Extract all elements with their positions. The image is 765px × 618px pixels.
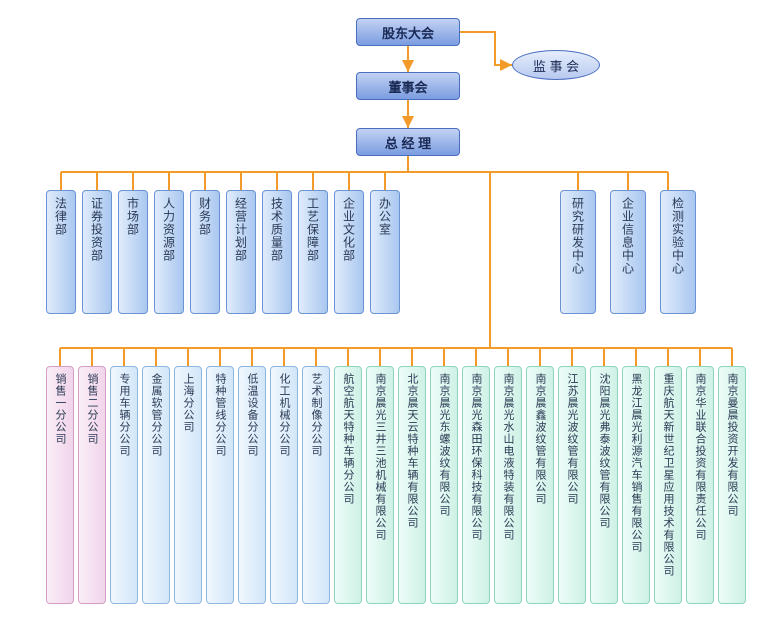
dept-box: 法律部	[46, 190, 76, 314]
dept-box: 企业文化部	[334, 190, 364, 314]
dept-box: 技术质量部	[262, 190, 292, 314]
subsidiary-box: 南京晨光东螺波纹有限公司	[430, 366, 458, 604]
subsidiary-box: 南京晨光水山电液特装有限公司	[494, 366, 522, 604]
subsidiary-box: 艺术制像分公司	[302, 366, 330, 604]
subsidiary-box: 南京晨光森田环保科技有限公司	[462, 366, 490, 604]
subsidiary-box: 金属软管分公司	[142, 366, 170, 604]
node-board: 董事会	[356, 72, 460, 100]
subsidiary-box: 沈阳晨光弗泰波纹管有限公司	[590, 366, 618, 604]
subsidiary-box: 低温设备分公司	[238, 366, 266, 604]
subsidiary-box: 北京晨天云特种车辆有限公司	[398, 366, 426, 604]
dept-box: 财务部	[190, 190, 220, 314]
center-box: 检测实验中心	[660, 190, 696, 314]
node-gm: 总 经 理	[356, 128, 460, 156]
subsidiary-box: 重庆航天新世纪卫星应用技术有限公司	[654, 366, 682, 604]
subsidiary-box: 江苏晨光波纹管有限公司	[558, 366, 586, 604]
subsidiary-box: 南京华业联合投资有限责任公司	[686, 366, 714, 604]
center-box: 研究研发中心	[560, 190, 596, 314]
subsidiary-box: 销售一分公司	[46, 366, 74, 604]
dept-box: 人力资源部	[154, 190, 184, 314]
subsidiary-box: 南京晨鑫波纹管有限公司	[526, 366, 554, 604]
center-box: 企业信息中心	[610, 190, 646, 314]
subsidiary-box: 上海分公司	[174, 366, 202, 604]
dept-box: 证券投资部	[82, 190, 112, 314]
dept-box: 经营计划部	[226, 190, 256, 314]
subsidiary-box: 黑龙江晨光利源汽车销售有限公司	[622, 366, 650, 604]
subsidiary-box: 特种管线分公司	[206, 366, 234, 604]
subsidiary-box: 南京晨光三井三池机械有限公司	[366, 366, 394, 604]
subsidiary-box: 航空航天特种车辆分公司	[334, 366, 362, 604]
dept-box: 办公室	[370, 190, 400, 314]
node-shareholders: 股东大会	[356, 18, 460, 46]
subsidiary-box: 南京曼晨投资开发有限公司	[718, 366, 746, 604]
subsidiary-box: 销售二分公司	[78, 366, 106, 604]
subsidiary-box: 化工机械分公司	[270, 366, 298, 604]
dept-box: 市场部	[118, 190, 148, 314]
dept-box: 工艺保障部	[298, 190, 328, 314]
node-supervisors: 监 事 会	[512, 50, 600, 80]
subsidiary-box: 专用车辆分公司	[110, 366, 138, 604]
